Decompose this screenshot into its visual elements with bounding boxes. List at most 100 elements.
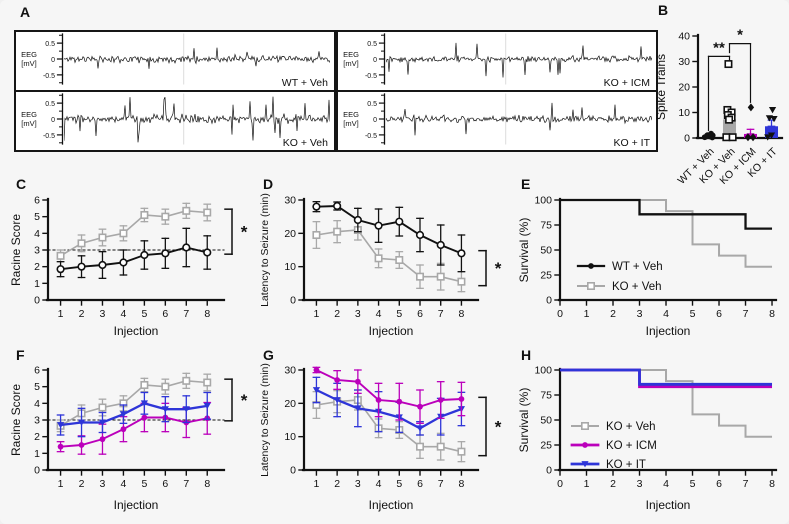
svg-text:0: 0 — [290, 465, 296, 477]
svg-text:2: 2 — [334, 308, 340, 320]
svg-text:3: 3 — [637, 308, 643, 320]
svg-text:8: 8 — [769, 308, 775, 320]
chart-latency-wt-vs-ko: 0 10 20 30 1 2 3 4 5 6 7 8 Latency to Seizure (min) I… — [259, 193, 502, 338]
svg-text:10: 10 — [678, 107, 690, 119]
svg-text:0: 0 — [373, 57, 377, 64]
svg-text:4: 4 — [663, 308, 669, 320]
eeg-trace — [386, 93, 652, 145]
svg-text:5: 5 — [396, 308, 402, 320]
svg-text:0: 0 — [373, 117, 377, 124]
svg-text:5: 5 — [690, 308, 696, 320]
svg-text:Survival (%): Survival (%) — [517, 388, 531, 453]
svg-text:10: 10 — [284, 431, 296, 443]
eeg-ylabel-unit: [mV] — [21, 59, 36, 68]
svg-text:8: 8 — [459, 308, 465, 320]
chart-survival-treatments: 0 25 50 75 100 0 1 2 3 4 5 6 7 8 Survival (%) Injection… — [517, 365, 778, 512]
eeg-ylabel: EEG — [343, 50, 359, 59]
eeg-ylabel: EEG — [21, 50, 37, 59]
svg-text:WT + Veh: WT + Veh — [612, 261, 663, 273]
svg-text:0: 0 — [290, 295, 296, 307]
svg-text:Injection: Injection — [114, 498, 159, 512]
svg-text:8: 8 — [204, 308, 210, 320]
svg-text:3: 3 — [355, 478, 361, 490]
chart-latency-treatments: 0 10 20 30 1 2 3 4 5 6 7 8 Latency to Seizure (min) I… — [259, 363, 502, 512]
svg-text:50: 50 — [540, 245, 552, 257]
svg-text:Racine Score: Racine Score — [9, 214, 23, 286]
svg-text:0.5: 0.5 — [367, 41, 377, 48]
svg-text:4: 4 — [663, 478, 669, 490]
chart-survival-wt-vs-ko: 0 25 50 75 100 0 1 2 3 4 5 6 7 8 Survival (%) Injection… — [517, 195, 778, 338]
svg-text:Injection: Injection — [646, 324, 691, 338]
svg-text:6: 6 — [417, 308, 423, 320]
svg-text:5: 5 — [34, 381, 40, 393]
svg-text:4: 4 — [376, 308, 382, 320]
panel-label-c: C — [16, 176, 27, 192]
eeg-y-axis: EEG [mV] 0.5 0 -0.5 — [343, 93, 386, 145]
svg-text:3: 3 — [637, 478, 643, 490]
svg-text:KO + ICM: KO + ICM — [606, 440, 657, 452]
eeg-group-label: KO + ICM — [603, 77, 650, 89]
svg-text:4: 4 — [121, 308, 127, 320]
svg-text:7: 7 — [438, 478, 444, 490]
svg-text:6: 6 — [716, 308, 722, 320]
panel-label-h: H — [521, 347, 532, 363]
eeg-ylabel-unit: [mV] — [343, 119, 358, 128]
svg-text:*: * — [495, 418, 502, 437]
svg-text:Spike Trains: Spike Trains — [654, 54, 668, 120]
svg-text:KO + Veh: KO + Veh — [612, 281, 662, 293]
svg-text:2: 2 — [610, 308, 616, 320]
eeg-trace — [386, 33, 652, 85]
svg-text:5: 5 — [141, 308, 147, 320]
svg-text:-0.5: -0.5 — [43, 133, 55, 140]
svg-text:6: 6 — [716, 478, 722, 490]
svg-text:20: 20 — [284, 228, 296, 240]
eeg-panel-wt-veh: EEG [mV] 0.5 0 -0.5 WT + Veh — [14, 30, 336, 92]
panel-label-b: B — [658, 2, 669, 18]
eeg-trace — [64, 93, 330, 145]
svg-text:1: 1 — [584, 308, 590, 320]
svg-text:20: 20 — [678, 82, 690, 94]
svg-text:1: 1 — [34, 278, 40, 290]
svg-text:8: 8 — [459, 478, 465, 490]
svg-text:7: 7 — [183, 308, 189, 320]
eeg-group-label: KO + IT — [613, 137, 650, 149]
chart-racine-treatments: 0 1 2 3 4 5 6 1 2 3 4 5 6 7 8 Racine Score Injection * — [9, 365, 248, 513]
svg-text:2: 2 — [34, 261, 40, 273]
svg-text:30: 30 — [284, 365, 296, 377]
svg-text:75: 75 — [540, 220, 552, 232]
svg-text:3: 3 — [34, 415, 40, 427]
svg-text:5: 5 — [141, 478, 147, 490]
svg-text:6: 6 — [34, 365, 40, 377]
svg-text:5: 5 — [690, 478, 696, 490]
eeg-y-axis: EEG [mV] 0.5 0 -0.5 — [343, 33, 386, 85]
svg-text:0.5: 0.5 — [45, 41, 55, 48]
svg-text:1: 1 — [58, 478, 64, 490]
panel-label-g: G — [263, 347, 274, 363]
svg-text:5: 5 — [396, 478, 402, 490]
eeg-panel-ko-it: EEG [mV] 0.5 0 -0.5 KO + IT — [336, 90, 658, 152]
svg-text:2: 2 — [79, 478, 85, 490]
svg-text:0: 0 — [684, 133, 690, 145]
svg-text:3: 3 — [100, 308, 106, 320]
svg-text:0: 0 — [557, 308, 563, 320]
svg-text:0: 0 — [34, 295, 40, 307]
svg-text:4: 4 — [121, 478, 127, 490]
svg-text:2: 2 — [79, 308, 85, 320]
eeg-ylabel: EEG — [343, 110, 359, 119]
svg-text:-0.5: -0.5 — [365, 133, 377, 140]
panel-label-f: F — [16, 347, 25, 363]
svg-text:30: 30 — [678, 56, 690, 68]
eeg-ylabel: EEG — [21, 110, 37, 119]
svg-text:1: 1 — [58, 308, 64, 320]
svg-text:0: 0 — [546, 295, 552, 307]
svg-text:KO + Veh: KO + Veh — [606, 421, 656, 433]
svg-text:Injection: Injection — [369, 498, 414, 512]
svg-text:3: 3 — [34, 245, 40, 257]
svg-text:8: 8 — [769, 478, 775, 490]
svg-text:3: 3 — [355, 308, 361, 320]
eeg-ylabel-unit: [mV] — [343, 59, 358, 68]
svg-text:25: 25 — [540, 270, 552, 282]
panel-label-d: D — [263, 176, 274, 192]
eeg-panel-ko-veh: EEG [mV] 0.5 0 -0.5 KO + Veh — [14, 90, 336, 152]
